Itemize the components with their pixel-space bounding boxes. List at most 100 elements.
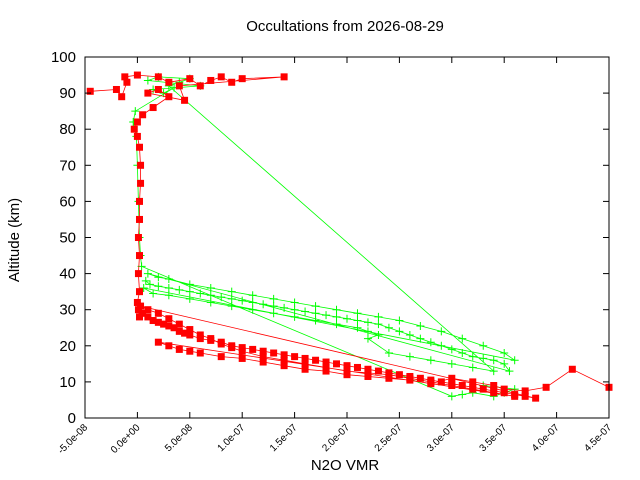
series-1-point: [280, 362, 288, 370]
series-1-point: [521, 392, 529, 400]
series-1-point: [137, 179, 145, 187]
series-0-point: [143, 269, 152, 278]
series-1-point: [196, 349, 204, 357]
series-0-point: [280, 303, 289, 312]
series-1-point: [437, 378, 445, 386]
series-1-point: [186, 331, 194, 339]
series-0-point: [353, 323, 362, 332]
series-1-point: [135, 313, 143, 321]
series-0-point: [290, 298, 299, 307]
series-1-point: [133, 71, 141, 79]
series-1-point: [86, 87, 94, 95]
series-1-point: [448, 382, 456, 390]
series-1-point: [280, 351, 288, 359]
series-0-point: [149, 289, 158, 298]
series-0-point: [426, 338, 435, 347]
series-1-point: [149, 104, 157, 112]
series-0-point: [405, 330, 414, 339]
series-1-point: [333, 360, 341, 368]
plot-border: [84, 56, 610, 419]
series-1-point: [165, 93, 173, 101]
series-0-point: [154, 282, 163, 291]
series-1-point: [479, 385, 487, 393]
series-1-point: [154, 309, 162, 317]
series-1-point: [301, 360, 309, 368]
series-1-point: [135, 215, 143, 223]
series-1-point: [500, 385, 508, 393]
series-0-point: [468, 352, 477, 361]
series-1-point: [490, 389, 498, 397]
series-1-point: [322, 358, 330, 366]
series-0-point: [175, 285, 184, 294]
series-1-point: [343, 367, 351, 375]
series-0-point: [248, 305, 257, 314]
series-1-point: [139, 111, 147, 119]
series-0-point: [437, 341, 446, 350]
series-1-point: [406, 376, 414, 384]
series-1-point: [217, 73, 225, 81]
series-1-point: [165, 315, 173, 323]
series-0-point: [227, 294, 236, 303]
series-0-point: [269, 302, 278, 311]
series-1-point: [181, 329, 189, 337]
series-1-point: [427, 380, 435, 388]
series-1-point: [137, 161, 145, 169]
series-0-point: [363, 334, 372, 343]
series-1-point: [490, 382, 498, 390]
series-1-point: [165, 78, 173, 86]
series-1-point: [175, 82, 183, 90]
series-1-point: [154, 338, 162, 346]
series-1-point: [186, 75, 194, 83]
x-axis-title: N2O VMR: [311, 457, 380, 474]
y-tick-label: 20: [59, 338, 76, 355]
series-1-point: [374, 367, 382, 375]
series-0-point: [505, 367, 514, 376]
series-1-point: [228, 344, 236, 352]
series-0-point: [447, 359, 456, 368]
series-1-point: [170, 324, 178, 332]
y-tick-label: 10: [59, 374, 76, 391]
series-1-point: [259, 358, 267, 366]
y-tick-label: 0: [68, 410, 76, 427]
y-axis-title: Altitude (km): [6, 198, 23, 282]
series-1-point: [123, 78, 131, 86]
series-1-point: [175, 327, 183, 335]
series-0-point: [353, 316, 362, 325]
series-1-point: [186, 347, 194, 355]
series-0-point: [510, 356, 519, 365]
series-1-point: [139, 309, 147, 317]
series-1-point: [144, 306, 152, 314]
series-0-point: [468, 363, 477, 372]
series-1-point: [228, 78, 236, 86]
series-1-point: [249, 345, 257, 353]
series-1-point: [135, 288, 143, 296]
series-0-point: [416, 334, 425, 343]
series-1-point: [160, 320, 168, 328]
series-1-point: [364, 372, 372, 380]
y-ticks: 0 10 20 30 40 50 60 70 80 90 100: [51, 49, 609, 427]
series-0-point: [447, 392, 456, 401]
series-0-point: [217, 293, 226, 302]
series-0-point: [363, 318, 372, 327]
series-0-point: [500, 349, 509, 358]
series-1-point: [568, 365, 576, 373]
series-1-point: [217, 340, 225, 348]
series-0-point: [332, 320, 341, 329]
series-1-point: [175, 345, 183, 353]
series-1-point: [448, 374, 456, 382]
series-1-point: [165, 322, 173, 330]
series-1-point: [135, 197, 143, 205]
series-1-point: [385, 374, 393, 382]
series-0-point: [343, 314, 351, 323]
series-1-point: [259, 353, 267, 361]
series-1-point: [364, 369, 372, 377]
series-1-point: [196, 82, 204, 90]
series-1-point: [165, 342, 173, 350]
series-1-point: [259, 347, 267, 355]
series-0-point: [458, 334, 467, 343]
series-1-point: [280, 356, 288, 364]
series-1-point: [469, 385, 477, 393]
series-1-point: [144, 89, 152, 97]
series-0-point: [332, 305, 341, 314]
